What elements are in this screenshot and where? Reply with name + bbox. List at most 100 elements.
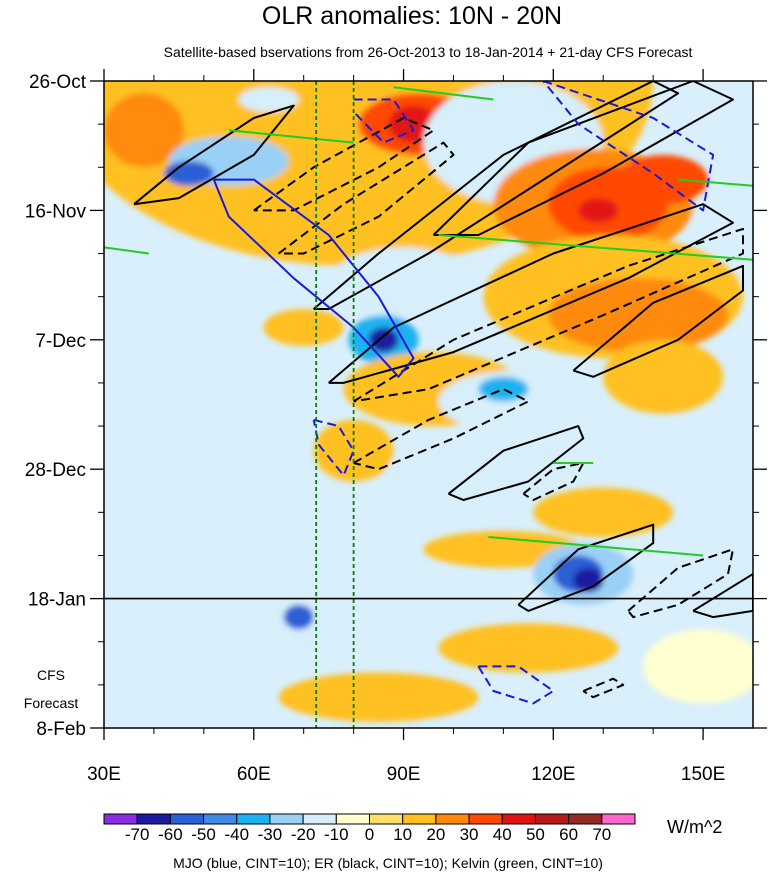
colorbar-swatch	[501, 813, 536, 825]
colorbar-label: -30	[258, 825, 283, 844]
er-contour-2	[278, 141, 455, 255]
kelvin-contour-2	[104, 246, 150, 255]
legend-footer: MJO (blue, CINT=10); ER (black, CINT=10)…	[173, 855, 603, 871]
colorbar-swatch	[236, 813, 271, 825]
er-contour-10	[522, 462, 585, 501]
y-tick-label: 26-Oct	[29, 72, 87, 93]
anomaly-patch-31	[283, 604, 314, 630]
x-tick-label: 90E	[387, 764, 421, 785]
plot-frame	[103, 80, 754, 729]
anomaly-patch-4	[238, 87, 299, 112]
chart-title: OLR anomalies: 10N - 20N	[262, 2, 562, 30]
colorbar-swatch	[402, 813, 437, 825]
anomaly-patch-19	[438, 370, 589, 433]
x-tick-label: 120E	[531, 764, 575, 785]
er-contour-14	[582, 677, 625, 699]
y-tick-label: 7-Dec	[35, 331, 86, 352]
x-axis: 30E 60E 90E 120E 150E	[87, 69, 725, 785]
colorbar-label: 30	[460, 825, 479, 844]
anomaly-patch-1	[104, 93, 184, 168]
y-tick-label: 16-Nov	[25, 201, 87, 222]
colorbar-unit: W/m^2	[667, 817, 722, 837]
wave-contour-layer	[104, 81, 753, 705]
anomaly-patch-3	[163, 161, 214, 186]
forecast-label-cfs: CFS	[37, 667, 65, 683]
colorbar-label: -50	[191, 825, 216, 844]
reference-line-layer	[315, 81, 355, 728]
colorbar-label: 70	[592, 825, 611, 844]
anomaly-patch-24	[533, 487, 674, 537]
colorbar-label: -60	[158, 825, 183, 844]
anomaly-patch-32	[438, 623, 619, 673]
colorbar-swatch	[468, 813, 503, 825]
kelvin-contour-5	[488, 536, 704, 557]
anomaly-patch-11	[618, 154, 709, 205]
er-contour-12	[627, 548, 734, 619]
colorbar-label: -40	[224, 825, 249, 844]
colorbar-swatch	[169, 813, 205, 825]
x-tick-label: 150E	[681, 764, 725, 785]
colorbar-label: 20	[426, 825, 445, 844]
colorbar-swatch	[203, 813, 238, 825]
er-contour-11	[517, 523, 655, 612]
mjo-contour-4	[477, 665, 555, 705]
mjo-contour-2	[542, 81, 715, 212]
anomaly-patch-28	[573, 567, 604, 593]
er-contour-13	[692, 573, 753, 619]
anomaly-patch-17	[263, 308, 344, 346]
colorbar-swatch	[335, 813, 370, 825]
anomaly-patch-14	[328, 247, 479, 322]
er-contour-7	[572, 264, 744, 378]
y-tick-label: 18-Jan	[28, 590, 86, 611]
colorbar-label: 10	[393, 825, 412, 844]
colorbar-swatch	[136, 813, 171, 825]
colorbar-swatch	[369, 813, 404, 825]
mjo-contour-3	[312, 418, 355, 477]
mjo-contour-1	[352, 98, 415, 144]
anomaly-patch-22	[313, 419, 394, 482]
kelvin-contour-4	[678, 178, 753, 187]
er-contour-4	[432, 81, 734, 236]
y-tick-label: 8-Feb	[36, 719, 86, 740]
colorbar-label: -20	[291, 825, 316, 844]
colorbar: -70 -60 -50 -40 -30 -20 -10 0 10 20 30 40 50 60 70	[103, 813, 636, 844]
colorbar-label: 0	[365, 825, 374, 844]
x-tick-label: 30E	[87, 764, 121, 785]
anomaly-patch-34	[278, 672, 479, 722]
colorbar-label: -70	[125, 825, 150, 844]
er-contour-6	[353, 227, 744, 403]
colorbar-label: 60	[559, 825, 578, 844]
colorbar-swatch	[302, 813, 337, 825]
colorbar-swatch	[568, 813, 603, 825]
chart-subtitle: Satellite-based bservations from 26-Oct-…	[164, 44, 693, 60]
anomaly-patch-16	[368, 327, 399, 353]
colorbar-swatch	[103, 813, 138, 825]
er-contour-1	[253, 117, 435, 212]
colorbar-swatch	[269, 813, 304, 825]
y-axis: 26-Oct 16-Nov 7-Dec 28-Dec 18-Jan 8-Feb	[25, 72, 767, 740]
y-tick-label: 28-Dec	[25, 460, 86, 481]
er-contour-9	[447, 425, 585, 501]
anomaly-patch-21	[603, 339, 724, 414]
x-tick-label: 60E	[237, 764, 271, 785]
anomaly-patch-20	[478, 376, 529, 402]
plot-area	[103, 80, 754, 729]
mjo-contour-0	[212, 178, 415, 378]
er-contour-3	[313, 81, 680, 310]
anomaly-patch-10	[578, 198, 619, 223]
colorbar-swatch	[534, 813, 570, 825]
colorbar-swatch	[601, 813, 636, 825]
kelvin-contour-3	[438, 234, 753, 261]
colorbar-swatch	[435, 813, 470, 825]
colorbar-label: 50	[526, 825, 545, 844]
er-contour-0	[133, 104, 295, 206]
kelvin-contour-0	[228, 129, 354, 144]
er-contour-8	[353, 388, 530, 471]
er-contour-5	[328, 203, 734, 384]
colorbar-label: -10	[324, 825, 349, 844]
colorbar-label: 40	[493, 825, 512, 844]
anomaly-patch-33	[643, 629, 753, 704]
forecast-label-forecast: Forecast	[24, 695, 79, 711]
kelvin-contour-1	[393, 86, 494, 101]
